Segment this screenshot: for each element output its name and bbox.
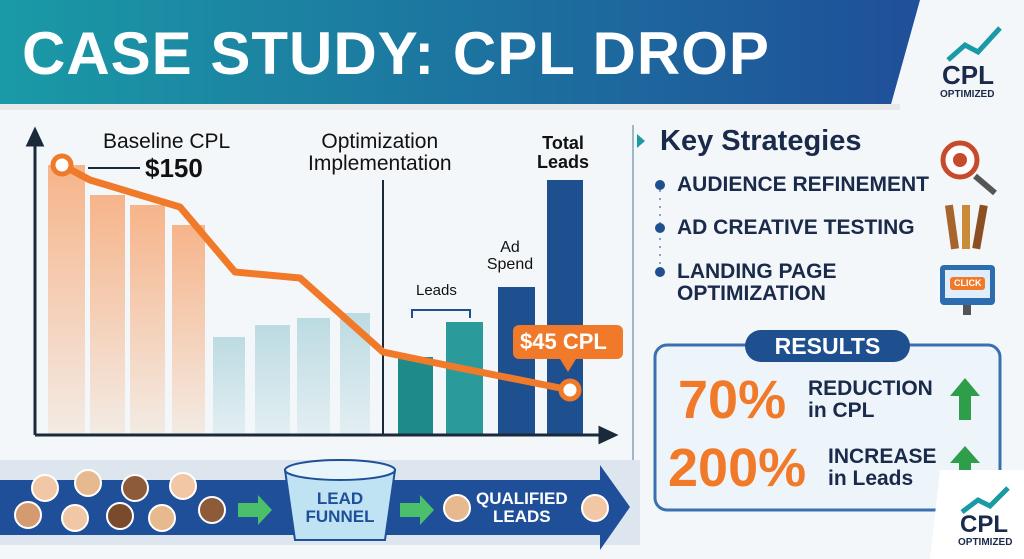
results-pill [745,330,910,362]
line: REDUCTION [808,377,933,400]
line: in CPL [808,399,875,423]
bullets [655,180,665,277]
line: Implementation [308,152,452,176]
total-leads-label: Total Leads [537,134,589,172]
icons [940,140,997,315]
optimization-label: Optimization Implementation [308,130,452,176]
funnel-output: QUALIFIED LEADS [476,490,568,526]
line: Optimization [321,130,439,153]
result-value: 70% [678,370,787,430]
result-label: INCREASE in Leads [828,445,937,491]
line: Total [542,133,584,153]
line: Ad [500,239,520,256]
baseline-label: Baseline CPL [103,130,231,153]
line: Spend [486,255,534,273]
strategy: LANDING PAGE OPTIMIZATION [677,260,837,306]
line: in Leads [828,467,914,491]
ad-spend-label: Ad Spend [485,239,535,274]
click-icon: CLICK [954,278,982,288]
bars-after [398,180,583,435]
strategies-title: Key Strategies [660,125,862,157]
line: QUALIFIED [476,489,568,508]
logo-sub: OPTIMIZED [958,537,1013,548]
results-title: RESULTS [774,333,881,359]
result-value: 200% [668,438,807,498]
line: LEADS [492,506,551,526]
start-dot [50,153,74,177]
funnel-rim [284,459,396,481]
line: INCREASE [828,445,937,468]
baseline-value: $150 [145,153,203,183]
axes [25,126,619,445]
up-arrows [950,378,980,485]
flow-arrows [238,495,434,525]
logo-sub: OPTIMIZED [940,89,995,100]
final-badge [513,325,623,359]
line: FUNNEL [305,506,375,526]
header-shadow [0,104,900,110]
leads-label: Leads [416,282,457,299]
end-dot [558,378,582,402]
badge-pointer [560,359,576,372]
result-label: REDUCTION in CPL [808,377,933,423]
line: LEAD [316,489,364,508]
logo-mark: CPL [960,511,1008,538]
bars-before [48,165,370,435]
logo-top-arrow [946,26,1002,62]
line: LANDING PAGE [677,260,837,283]
logo-mark: CPL [942,60,994,90]
cpl-line [60,161,571,394]
line: OPTIMIZATION [677,282,826,306]
header-band [0,0,920,108]
title: CASE STUDY: CPL DROP [22,20,770,87]
final-value: $45 CPL [520,329,607,354]
funnel-label: LEAD FUNNEL [295,490,385,526]
avatars [14,469,609,532]
line: Leads [537,151,590,172]
leads-bracket [411,309,471,318]
strategy: AD CREATIVE TESTING [677,216,915,239]
logo-bottom-arrow [960,486,1010,514]
strategy: AUDIENCE REFINEMENT [677,173,930,196]
title-marker [637,134,645,148]
